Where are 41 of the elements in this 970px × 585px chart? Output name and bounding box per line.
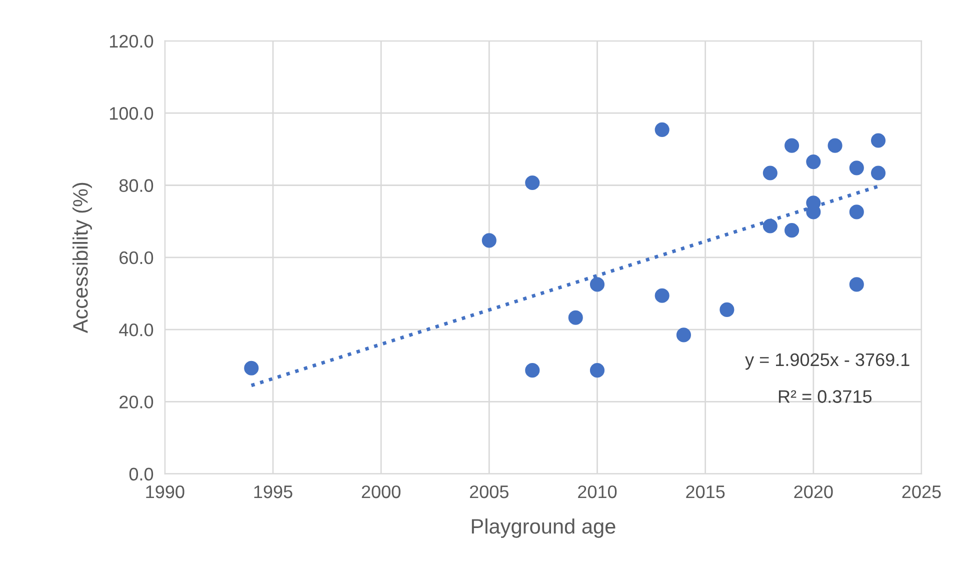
point bbox=[849, 160, 864, 176]
y-tick-label: 0.0 bbox=[129, 468, 154, 481]
y-axis-title: Accessibility (%) bbox=[72, 182, 92, 334]
point bbox=[828, 138, 842, 153]
x-tick-label: 2025 bbox=[902, 485, 941, 498]
point bbox=[590, 363, 605, 378]
point bbox=[806, 154, 821, 170]
point bbox=[568, 310, 583, 325]
point bbox=[244, 360, 259, 376]
point bbox=[654, 288, 670, 303]
point bbox=[849, 204, 864, 220]
x-tick-label: 1990 bbox=[146, 485, 184, 498]
y-tick-label: 40.0 bbox=[119, 323, 154, 336]
y-tick-label: 60.0 bbox=[120, 251, 154, 264]
point bbox=[654, 122, 670, 137]
point bbox=[870, 133, 886, 148]
point bbox=[849, 277, 864, 292]
x-tick-label: 2005 bbox=[470, 485, 508, 498]
point bbox=[784, 223, 800, 238]
x-tick-label: 1995 bbox=[254, 485, 292, 498]
point bbox=[525, 175, 540, 190]
x-tick-label: 2010 bbox=[578, 485, 617, 498]
annotation: R² = 0.3715 bbox=[778, 390, 872, 403]
y-tick-label: 80.0 bbox=[119, 179, 154, 192]
point bbox=[676, 328, 691, 342]
point bbox=[762, 218, 778, 234]
point bbox=[870, 166, 886, 180]
point bbox=[762, 166, 778, 180]
x-axis-title: Playground age bbox=[472, 518, 616, 538]
point bbox=[784, 138, 800, 153]
y-tick-label: 120.0 bbox=[110, 34, 154, 48]
point bbox=[482, 233, 496, 248]
annotation: y = 1.9025x - 3769.1 bbox=[745, 353, 910, 370]
point bbox=[590, 277, 605, 292]
point bbox=[720, 302, 734, 317]
y-tick-label: 20.0 bbox=[120, 396, 154, 408]
x-tick-label: 2000 bbox=[362, 485, 400, 498]
y-tick-label: 100.0 bbox=[110, 107, 154, 120]
x-tick-label: 2015 bbox=[686, 485, 725, 498]
x-tick-label: 2020 bbox=[794, 485, 833, 498]
point bbox=[525, 363, 540, 378]
